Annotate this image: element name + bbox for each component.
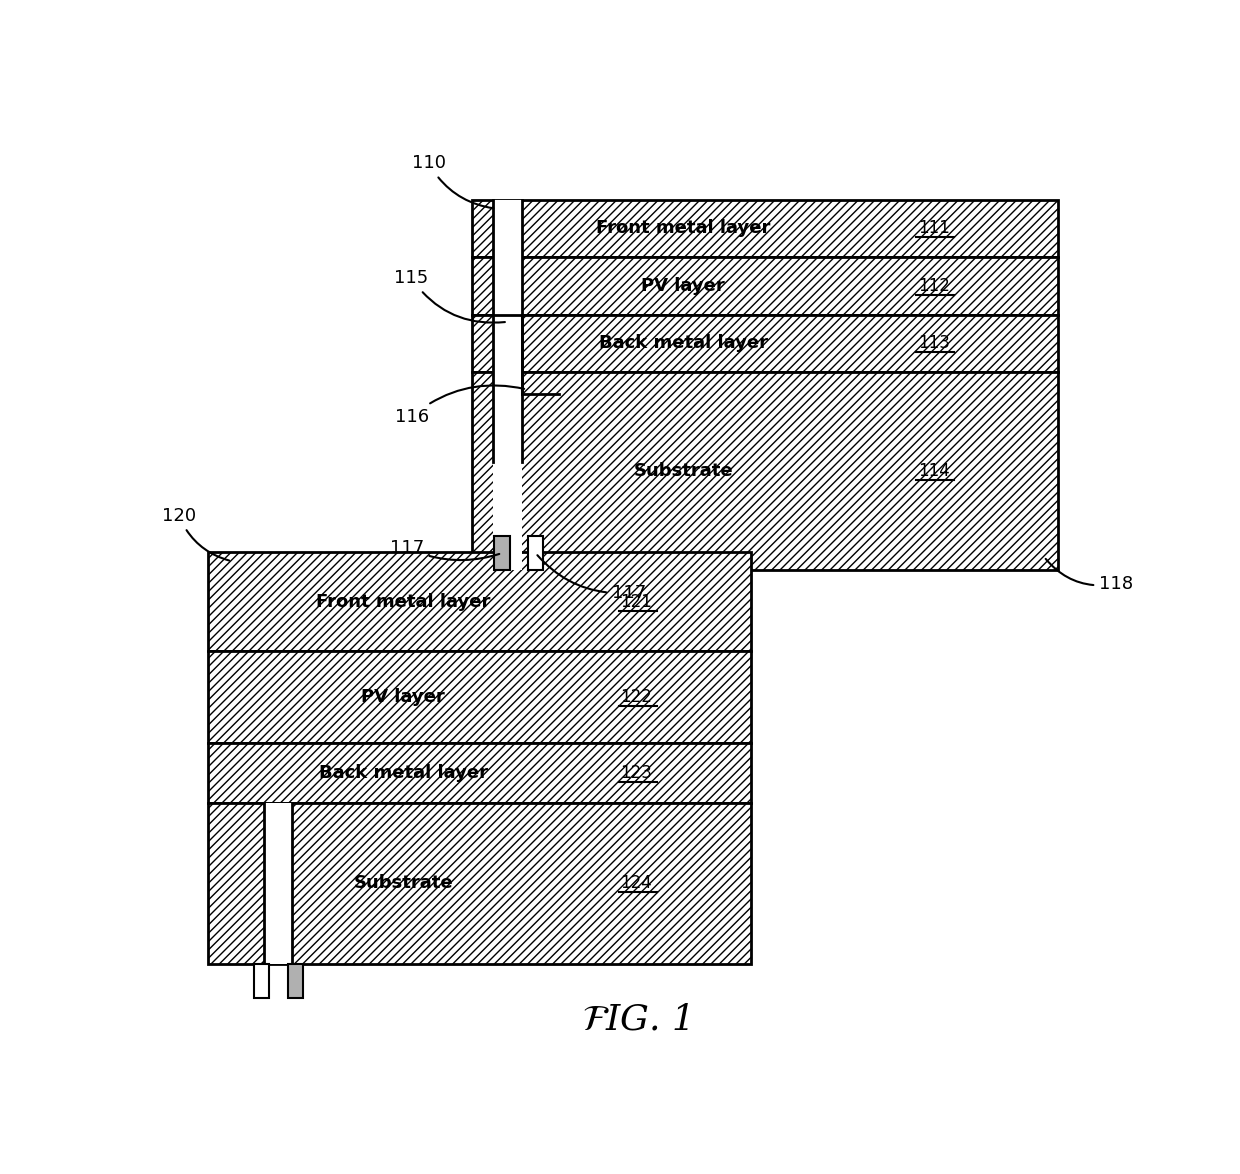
Text: Substrate: Substrate [353, 875, 453, 892]
Bar [472, 315, 1058, 372]
Bar [208, 552, 750, 650]
Bar [495, 535, 510, 571]
Bar [208, 803, 750, 964]
Text: 117: 117 [389, 539, 500, 560]
Text: 120: 120 [162, 507, 229, 560]
Bar [528, 535, 543, 571]
Text: 111: 111 [918, 220, 950, 237]
Text: PV layer: PV layer [641, 277, 725, 295]
Bar [208, 650, 750, 743]
Bar [472, 200, 1058, 257]
Bar [288, 964, 303, 998]
Bar [264, 803, 293, 964]
Text: Back metal layer: Back metal layer [319, 764, 487, 782]
Text: 115: 115 [394, 269, 505, 323]
Text: 113: 113 [918, 335, 950, 352]
Bar [472, 372, 1058, 571]
Text: 117: 117 [537, 555, 646, 602]
Text: 112: 112 [918, 277, 950, 295]
Text: PV layer: PV layer [361, 688, 445, 707]
Text: 124: 124 [620, 875, 652, 892]
Text: 121: 121 [620, 593, 652, 610]
Text: 110: 110 [412, 155, 494, 208]
Text: 118: 118 [1045, 559, 1133, 593]
Text: 116: 116 [394, 385, 525, 426]
Bar [472, 257, 1058, 315]
Bar [254, 964, 269, 998]
Text: 122: 122 [620, 688, 652, 707]
Bar [494, 200, 522, 571]
Text: 123: 123 [620, 764, 652, 782]
Text: Substrate: Substrate [634, 463, 733, 480]
Text: Front metal layer: Front metal layer [316, 593, 491, 610]
Text: $\mathcal{F}$IG. 1: $\mathcal{F}$IG. 1 [582, 1003, 689, 1037]
Text: Front metal layer: Front metal layer [596, 220, 770, 237]
Bar [208, 743, 750, 803]
Text: Back metal layer: Back metal layer [599, 335, 768, 352]
Text: 114: 114 [918, 463, 950, 480]
